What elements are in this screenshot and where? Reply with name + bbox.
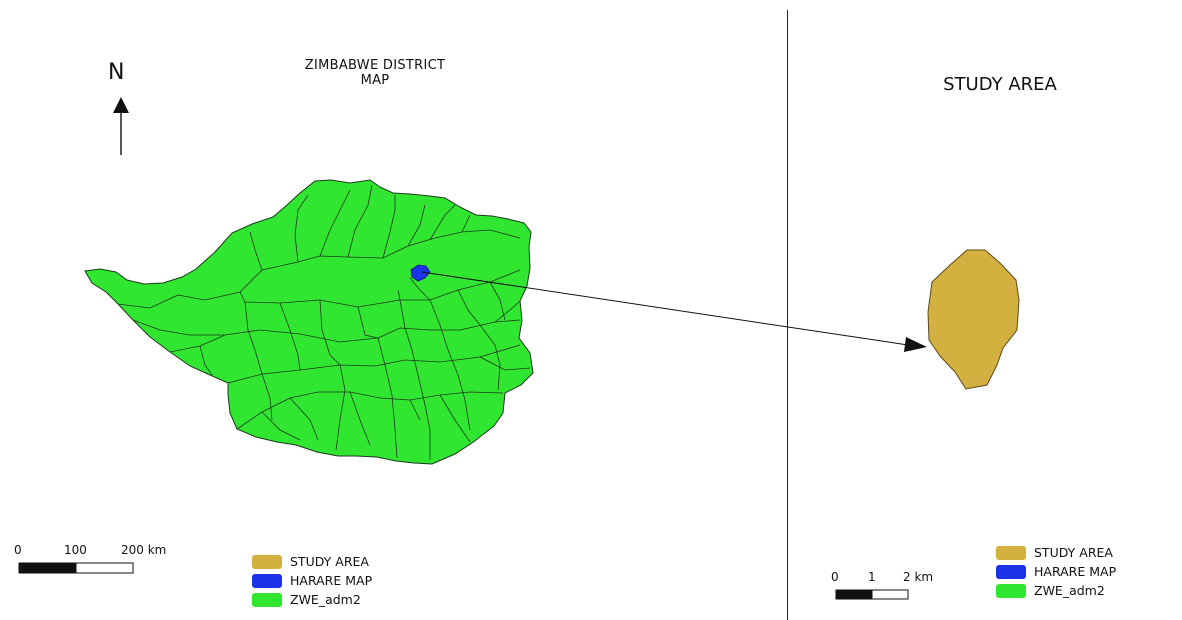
- scale-left-label-1: 100: [64, 543, 87, 557]
- study-area-polygon: [927, 249, 1020, 390]
- district-boundaries: [117, 184, 531, 460]
- scale-left-label-0: 0: [14, 543, 22, 557]
- north-label: N: [108, 60, 125, 85]
- panel-divider: [787, 10, 788, 620]
- legend-right-zwe: ZWE_adm2: [996, 583, 1105, 598]
- legend-left-study-area: STUDY AREA: [252, 554, 369, 569]
- scale-bar-right: [835, 589, 909, 600]
- legend-swatch: [996, 564, 1026, 579]
- scale-right-label-2: 2 km: [903, 570, 934, 584]
- map-title-line2: MAP: [360, 73, 390, 88]
- scale-bar-left: [18, 562, 134, 574]
- study-area-title: STUDY AREA: [943, 74, 1057, 95]
- legend-left-harare: HARARE MAP: [252, 573, 372, 588]
- north-arrow-icon: [113, 97, 129, 155]
- legend-label: HARARE MAP: [290, 573, 373, 588]
- harare-region: [410, 264, 431, 282]
- scale-left-label-2: 200 km: [121, 543, 167, 557]
- legend-swatch: [252, 554, 282, 569]
- legend-label: ZWE_adm2: [1034, 583, 1105, 598]
- pointer-arrow-icon: [421, 271, 927, 352]
- zimbabwe-districts-map: [84, 179, 534, 465]
- legend-right-study-area: STUDY AREA: [996, 545, 1113, 560]
- map-title: ZIMBABWE DISTRICT MAP: [250, 58, 500, 88]
- legend-label: STUDY AREA: [1034, 545, 1113, 560]
- legend-swatch: [252, 592, 282, 607]
- scale-right-label-1: 1: [868, 570, 876, 584]
- legend-left-zwe: ZWE_adm2: [252, 592, 361, 607]
- legend-swatch: [996, 583, 1026, 598]
- legend-swatch: [996, 545, 1026, 560]
- map-title-line1: ZIMBABWE DISTRICT: [304, 58, 446, 73]
- legend-label: ZWE_adm2: [290, 592, 361, 607]
- scale-right-label-0: 0: [831, 570, 839, 584]
- legend-label: STUDY AREA: [290, 554, 369, 569]
- legend-label: HARARE MAP: [1034, 564, 1117, 579]
- legend-right-harare: HARARE MAP: [996, 564, 1116, 579]
- legend-swatch: [252, 573, 282, 588]
